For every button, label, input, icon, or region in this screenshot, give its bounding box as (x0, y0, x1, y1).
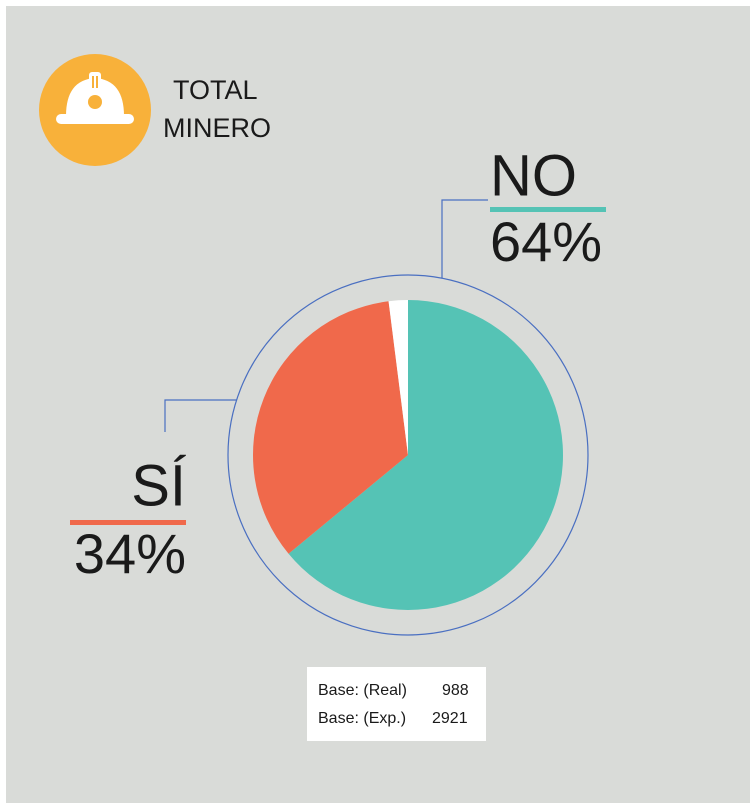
slice-label: NO (490, 143, 577, 208)
slice-label: SÍ (131, 453, 187, 518)
label-bar (490, 207, 606, 212)
label-bar (70, 520, 186, 525)
helmet-icon (39, 54, 151, 166)
leader-line (441, 199, 488, 278)
slice-value-label: 34% (74, 522, 186, 585)
pie-slice (288, 300, 563, 610)
base-value: 988 (442, 682, 469, 699)
slice-value-label: 64% (490, 210, 602, 273)
title-line: TOTAL (173, 75, 258, 105)
base-label: Base: (Real) (318, 682, 407, 699)
base-label: Base: (Exp.) (318, 710, 406, 727)
leader-line (164, 399, 237, 432)
base-box (307, 667, 486, 741)
pie-slice (388, 300, 408, 455)
pie-slice (252, 301, 408, 554)
title-line: MINERO (163, 113, 271, 143)
base-value: 2921 (432, 710, 468, 727)
outer-ring (227, 274, 589, 636)
